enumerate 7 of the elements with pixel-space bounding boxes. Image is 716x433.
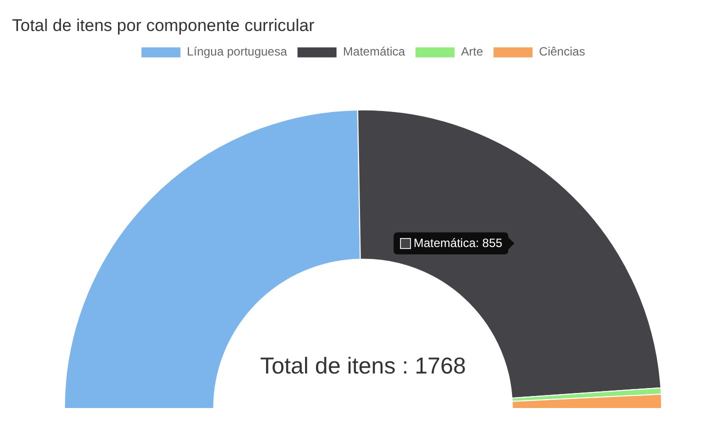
legend-label: Matemática bbox=[343, 44, 406, 59]
chart-title: Total de itens por componente curricular bbox=[12, 16, 315, 35]
legend-label: Arte bbox=[461, 44, 484, 59]
legend-label: Ciências bbox=[539, 44, 586, 59]
legend-label: Língua portuguesa bbox=[186, 44, 288, 59]
data-label: Matemática: 855 bbox=[414, 236, 503, 250]
text: Total de itens : 1768 bbox=[260, 352, 466, 378]
